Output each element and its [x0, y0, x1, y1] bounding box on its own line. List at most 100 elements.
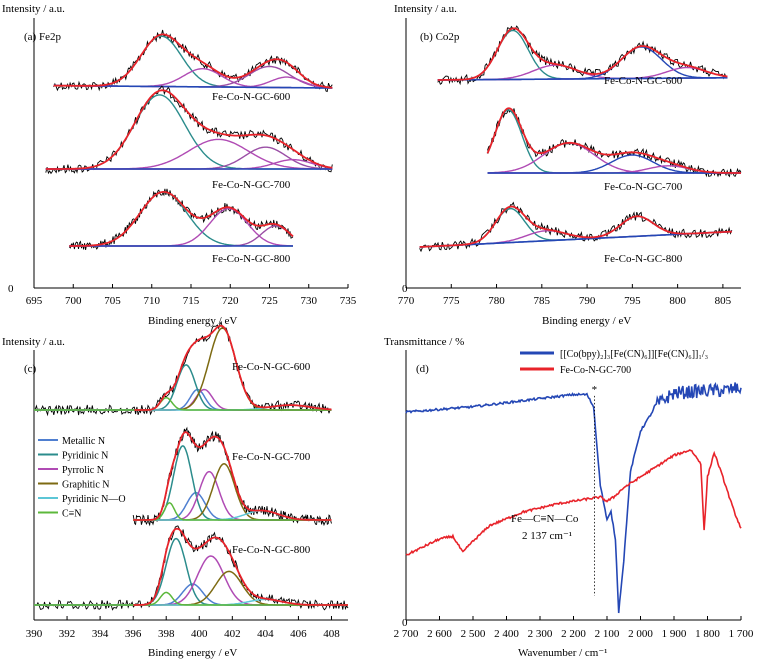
- panel-d-x-tick-label: 2 200: [561, 628, 586, 640]
- panel-d-axes: [405, 350, 742, 621]
- panel-b-plot-area: [419, 25, 742, 253]
- panel-c-sample-label-700: Fe-Co-N-GC-700: [232, 451, 311, 463]
- panel-a-label: (a) Fe2p: [24, 31, 61, 43]
- panel-c-x-tick-label: 390: [26, 628, 43, 640]
- panel-b-x-tick-label: 770: [398, 295, 415, 307]
- panel-a-x-ticks: 695 700 705 710 715 720 725 730 735: [26, 295, 357, 307]
- panel-c-x-tick-label: 398: [158, 628, 175, 640]
- panel-a-sample-label-800: Fe-Co-N-GC-800: [212, 253, 291, 265]
- panel-b-x-ticks: 770 775 780 785 790 795 800 805: [398, 295, 732, 307]
- panel-c-legend: Metallic N Pyridinic N Pyrrolic N Graphitic…: [38, 436, 126, 520]
- panel-a-x-tick-label: 735: [340, 295, 357, 307]
- panel-d-x-tick-label: 2 400: [494, 628, 519, 640]
- panel-c-legend-label: Pyrrolic N: [62, 465, 104, 476]
- panel-d-x-tick-label: 2 100: [595, 628, 620, 640]
- panel-a-xlabel: Binding energy / eV: [148, 315, 237, 327]
- panel-a-x-tick-label: 705: [104, 295, 121, 307]
- panel-b-baseline: [437, 77, 728, 81]
- panel-c-x-tick-label: 392: [59, 628, 76, 640]
- panel-d-x-tick-label: 1 900: [662, 628, 687, 640]
- panel-a-plot-area: [45, 29, 333, 250]
- panel-d-annotation-marker: *: [592, 384, 598, 396]
- panel-c-label: (c): [24, 363, 37, 375]
- panel-d-x-tick-label: 2 700: [394, 628, 419, 640]
- panel-b-raw-spectrum: [437, 25, 728, 86]
- panel-c-x-tick-label: 394: [92, 628, 109, 640]
- panel-a-axes: [33, 18, 349, 289]
- panel-b-x-tick-label: 800: [669, 295, 686, 307]
- panel-c-fit-component: [34, 591, 348, 606]
- panel-c-sample-labels: Fe-Co-N-GC-600 Fe-Co-N-GC-700 Fe-Co-N-GC…: [232, 361, 311, 556]
- panel-c-legend-label: Graphitic N: [62, 480, 110, 491]
- panel-d-x-tick-label: 1 800: [695, 628, 720, 640]
- panel-a-ylabel: Intensity / a.u.: [2, 3, 65, 15]
- panel-a-fit-envelope: [53, 33, 333, 89]
- panel-b-x-tick-label: 775: [443, 295, 460, 307]
- panel-a-sample-labels: Fe-Co-N-GC-600 Fe-Co-N-GC-700 Fe-Co-N-GC…: [212, 91, 291, 265]
- panel-a-sample-label-600: Fe-Co-N-GC-600: [212, 91, 291, 103]
- panel-b-sample-labels: Fe-Co-N-GC-600 Fe-Co-N-GC-700 Fe-Co-N-GC…: [604, 75, 683, 265]
- panel-c-x-tick-label: 400: [191, 628, 208, 640]
- panel-d-y-zero-tick: 0: [402, 617, 408, 629]
- panel-a: Intensity / a.u. (a) Fe2p Fe-Co-N-GC-600…: [2, 3, 357, 327]
- panel-a-x-tick-label: 720: [222, 295, 239, 307]
- panel-b-ylabel: Intensity / a.u.: [394, 3, 457, 15]
- panel-d-x-tick-label: 2 300: [528, 628, 553, 640]
- panel-d: Transmittance / % (d) * [[Co(bpy)₂]₃[Fe(…: [384, 336, 754, 659]
- panel-a-fit-envelope: [45, 89, 333, 170]
- panel-a-sample-label-700: Fe-Co-N-GC-700: [212, 179, 291, 191]
- panel-d-ylabel: Transmittance / %: [384, 336, 464, 348]
- panel-b-sample-label-600: Fe-Co-N-GC-600: [604, 75, 683, 87]
- panel-c-sample-label-800: Fe-Co-N-GC-800: [232, 544, 311, 556]
- panel-b-fit-envelope: [419, 205, 732, 248]
- panel-b-sample-label-700: Fe-Co-N-GC-700: [604, 181, 683, 193]
- panel-c-legend-label: C≡N: [62, 509, 82, 520]
- panel-a-fit-envelope: [69, 191, 294, 247]
- panel-c-fit-component: [34, 396, 332, 411]
- panel-b-y-zero-tick: 0: [402, 283, 408, 295]
- panel-d-annotation-bond: Fe—C≡N—Co: [511, 513, 579, 525]
- panel-d-x-tick-label: 2 600: [427, 628, 452, 640]
- panel-c-x-tick-label: 402: [224, 628, 241, 640]
- panel-c-legend-label: Pyridinic N—O: [62, 494, 126, 505]
- panel-c-axes: [33, 350, 348, 621]
- panel-c-sample-label-600: Fe-Co-N-GC-600: [232, 361, 311, 373]
- panel-c-x-tick-label: 406: [290, 628, 307, 640]
- panel-c-legend-label: Metallic N: [62, 436, 105, 447]
- panel-c-x-tick-label: 408: [323, 628, 340, 640]
- panel-c-xlabel: Binding energy / eV: [148, 647, 237, 659]
- panel-b-x-tick-label: 805: [715, 295, 732, 307]
- panel-d-label: (d): [416, 363, 429, 375]
- panel-b-axes: [405, 18, 741, 289]
- panel-b-xlabel: Binding energy / eV: [542, 315, 631, 327]
- panel-a-x-tick-label: 715: [183, 295, 200, 307]
- panel-b-sample-label-800: Fe-Co-N-GC-800: [604, 253, 683, 265]
- panel-a-x-tick-label: 730: [301, 295, 318, 307]
- panel-c-ylabel: Intensity / a.u.: [2, 336, 65, 348]
- panel-d-x-ticks: 2 700 2 600 2 500 2 400 2 300 2 200 2 100 2 000…: [394, 628, 754, 640]
- panel-b-fit-envelope: [486, 107, 741, 174]
- panel-d-plot-area: *: [405, 382, 742, 614]
- panel-a-y-zero-tick: 0: [8, 283, 14, 295]
- panel-c-legend-label: Pyridinic N: [62, 451, 108, 462]
- panel-b-x-tick-label: 780: [488, 295, 505, 307]
- panel-d-series-line: [405, 449, 742, 556]
- panel-b-x-tick-label: 795: [624, 295, 641, 307]
- panel-c-fit-envelope: [133, 431, 332, 521]
- panel-c-fit-envelope: [133, 527, 348, 606]
- panel-d-x-tick-label: 1 700: [729, 628, 754, 640]
- panel-b-fit-envelope: [437, 27, 728, 81]
- panel-d-annotation: Fe—C≡N—Co 2 137 cm⁻¹: [511, 513, 579, 542]
- panel-d-x-tick-label: 2 000: [628, 628, 653, 640]
- panel-b: Intensity / a.u. (b) Co2p Fe-Co-N-GC-600…: [394, 3, 742, 327]
- panel-c-raw-spectrum: [33, 525, 349, 611]
- panel-c-x-tick-label: 396: [125, 628, 142, 640]
- panel-a-x-tick-label: 695: [26, 295, 43, 307]
- panel-d-xlabel: Wavenumber / cm⁻¹: [518, 647, 607, 659]
- panel-d-series-line: [405, 382, 742, 614]
- panel-d-x-tick-label: 2 500: [461, 628, 486, 640]
- panel-b-x-tick-label: 785: [534, 295, 551, 307]
- panel-b-label: (b) Co2p: [420, 31, 460, 43]
- panel-d-legend-label-red: Fe-Co-N-GC-700: [560, 365, 631, 376]
- panel-a-x-tick-label: 725: [261, 295, 278, 307]
